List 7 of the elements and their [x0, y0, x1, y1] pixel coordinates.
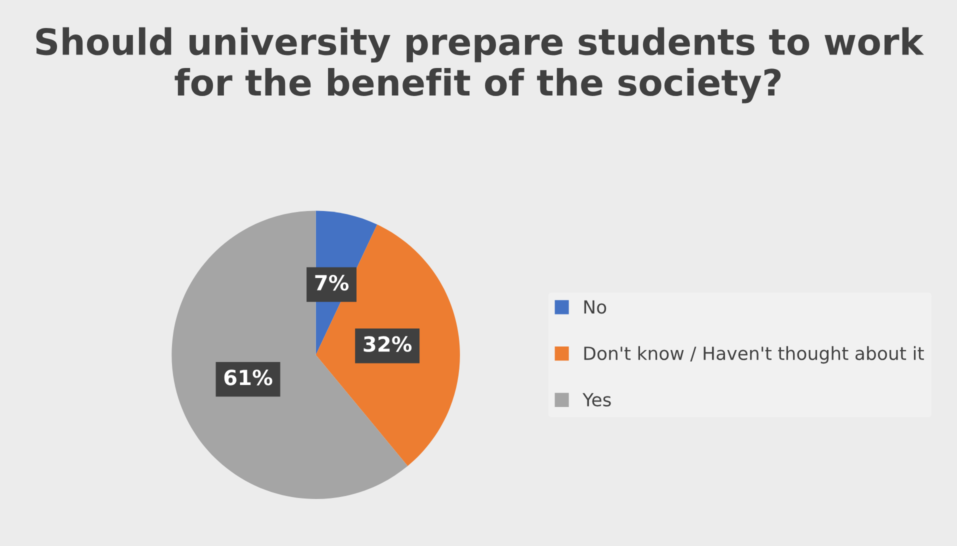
- chart-title: Should university prepare students to work for the benefit of the society?: [36, 27, 924, 104]
- data-label: 61%: [224, 370, 272, 386]
- data-label: 7%: [315, 274, 349, 291]
- legend-label: No: [584, 300, 606, 314]
- data-label: 32%: [364, 336, 412, 352]
- legend-label: Don't know / Haven't thought about it: [584, 346, 924, 364]
- legend-label: Yes: [582, 393, 611, 406]
